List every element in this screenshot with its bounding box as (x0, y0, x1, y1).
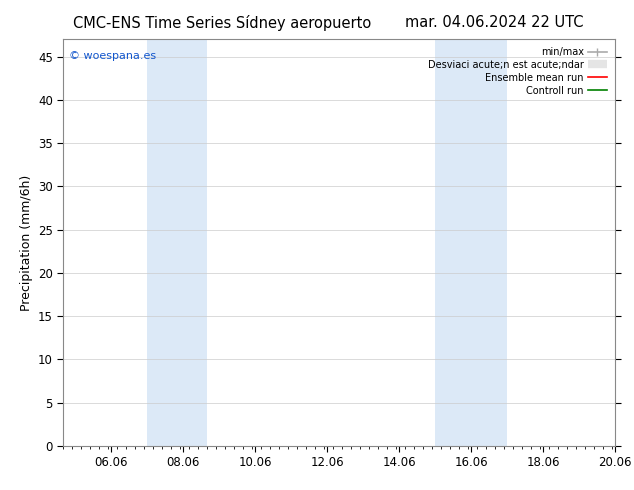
Legend: min/max, Desviaci acute;n est acute;ndar, Ensemble mean run, Controll run: min/max, Desviaci acute;n est acute;ndar… (425, 44, 610, 98)
Bar (147, 39, 207, 446)
Text: © woespana.es: © woespana.es (69, 51, 156, 61)
Bar (435, 39, 507, 446)
Text: CMC-ENS Time Series Sídney aeropuerto: CMC-ENS Time Series Sídney aeropuerto (73, 15, 371, 31)
Y-axis label: Precipitation (mm/6h): Precipitation (mm/6h) (20, 174, 32, 311)
Text: mar. 04.06.2024 22 UTC: mar. 04.06.2024 22 UTC (405, 15, 584, 30)
